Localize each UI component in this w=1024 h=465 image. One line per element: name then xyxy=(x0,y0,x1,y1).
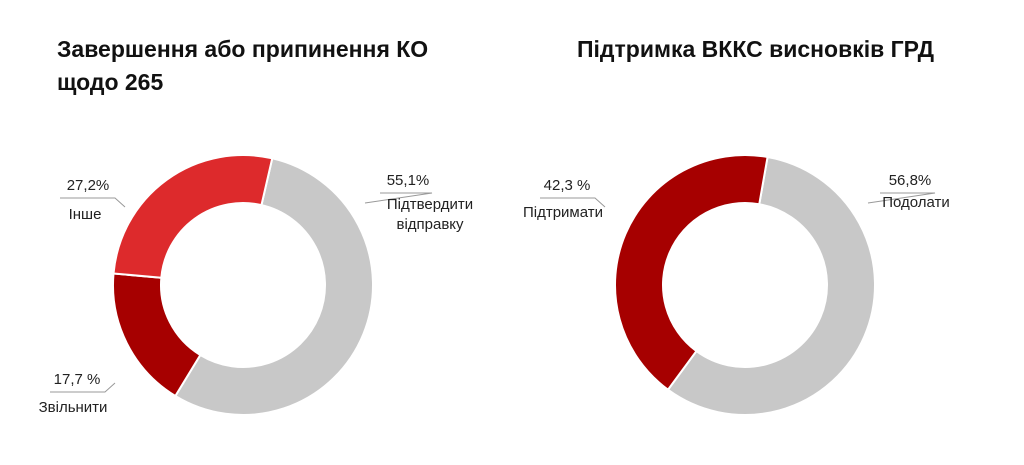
chart-title: Підтримка ВККС висновків ГРД xyxy=(577,36,934,62)
category-label: Подолати xyxy=(882,194,950,211)
category-label: Звільнити xyxy=(39,399,108,416)
category-label: Підтримати xyxy=(523,204,603,221)
donut-slice xyxy=(173,157,374,416)
value-label: 56,8% xyxy=(889,172,932,189)
value-label: 42,3 % xyxy=(544,177,591,194)
leader-line xyxy=(867,192,936,204)
category-label: Підтвердити відправку xyxy=(387,196,473,233)
donut-slice xyxy=(112,154,274,279)
category-label: Інше xyxy=(69,206,102,223)
chart-title: Завершення або припинення КО щодо 265 xyxy=(57,36,429,95)
value-label: 27,2% xyxy=(67,177,110,194)
value-label: 17,7 % xyxy=(54,371,101,388)
donut-slice xyxy=(666,155,876,416)
leader-line xyxy=(60,197,126,208)
donut-slice xyxy=(112,272,202,398)
leader-line xyxy=(364,192,433,204)
leader-line xyxy=(50,382,116,393)
donut-slice xyxy=(614,154,769,392)
value-label: 55,1% xyxy=(387,172,430,189)
leader-line xyxy=(540,197,606,208)
